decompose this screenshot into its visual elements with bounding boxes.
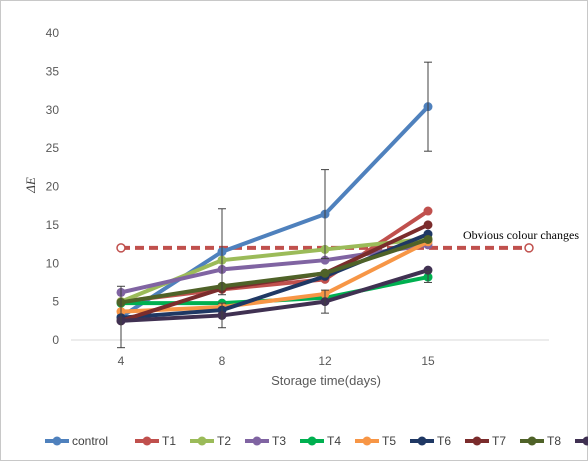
legend-swatch-marker [308, 437, 317, 446]
x-tick-label: 8 [219, 354, 226, 368]
threshold-annotation: Obvious colour changes [463, 228, 579, 242]
legend-swatch-marker [143, 437, 152, 446]
legend-item-t7: T7 [465, 434, 506, 448]
legend-item-control: control [45, 434, 108, 448]
legend-label: T2 [217, 434, 231, 448]
threshold-end-marker [525, 244, 533, 252]
data-point [424, 207, 433, 216]
legend-swatch-marker [53, 437, 62, 446]
x-axis-title: Storage time(days) [271, 373, 381, 388]
legend-item-t3: T3 [245, 434, 286, 448]
data-point [321, 269, 330, 278]
legend-item-t1: T1 [135, 434, 176, 448]
legend-item-t4: T4 [300, 434, 341, 448]
y-tick-label: 35 [46, 64, 60, 78]
legend-item-t5: T5 [355, 434, 396, 448]
y-tick-label: 20 [46, 180, 60, 194]
threshold-start-marker [117, 244, 125, 252]
data-point [424, 220, 433, 229]
y-tick-label: 10 [46, 256, 60, 270]
legend-label: T3 [272, 434, 286, 448]
y-axis-title: ΔE [23, 177, 38, 194]
legend-item-t9: T9 [575, 434, 588, 448]
y-tick-label: 15 [46, 218, 60, 232]
legend-label: T4 [327, 434, 341, 448]
legend-label: T8 [547, 434, 561, 448]
legend: control T1 T2 T3 T4 T5 T6 T7 T8 T9 [45, 434, 588, 448]
series-group [117, 102, 433, 325]
legend-swatch-marker [473, 437, 482, 446]
y-tick-label: 25 [46, 141, 60, 155]
legend-label: T5 [382, 434, 396, 448]
x-tick-label: 15 [421, 354, 435, 368]
x-tick-label: 12 [318, 354, 332, 368]
legend-label: control [72, 434, 108, 448]
legend-swatch-marker [198, 437, 207, 446]
legend-swatch-marker [363, 437, 372, 446]
y-tick-label: 0 [52, 333, 59, 347]
x-tick-label: 4 [118, 354, 125, 368]
legend-swatch-marker [253, 437, 262, 446]
legend-label: T1 [162, 434, 176, 448]
y-tick-label: 40 [46, 26, 60, 40]
legend-swatch-marker [418, 437, 427, 446]
y-tick-label: 30 [46, 103, 60, 117]
y-tick-label: 5 [52, 295, 59, 309]
legend-label: T6 [437, 434, 451, 448]
legend-item-t2: T2 [190, 434, 231, 448]
legend-item-t6: T6 [410, 434, 451, 448]
legend-label: T7 [492, 434, 506, 448]
legend-item-t8: T8 [520, 434, 561, 448]
legend-swatch-marker [528, 437, 537, 446]
legend-swatch-marker [583, 437, 588, 446]
data-point [424, 235, 433, 244]
series-control [117, 102, 433, 321]
